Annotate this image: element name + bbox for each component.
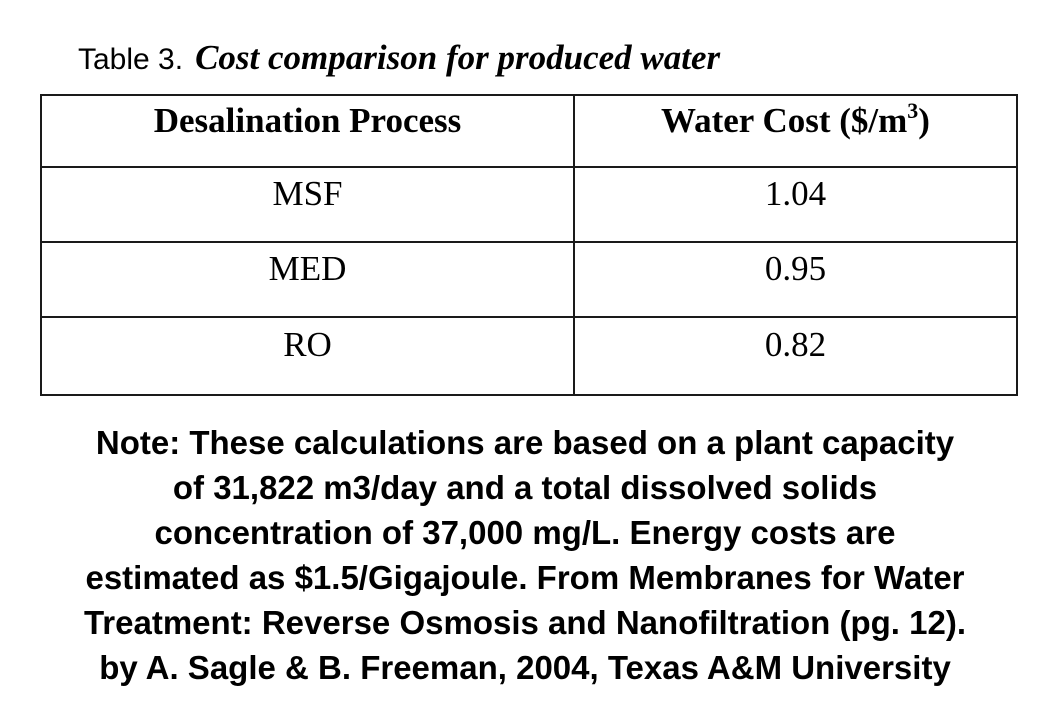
table-row: RO 0.82 (40, 316, 1018, 396)
note-line: Treatment: Reverse Osmosis and Nanofiltr… (83, 604, 967, 641)
note-line: estimated as $1.5/Gigajoule. From Membra… (85, 559, 965, 596)
source-note: Note: These calculations are based on a … (20, 420, 1030, 690)
header-desalination-process: Desalination Process (40, 94, 575, 168)
process-cell: RO (40, 316, 575, 396)
header-water-cost-prefix: Water Cost ($/m (661, 101, 908, 140)
table-number-label: Table 3. (78, 43, 184, 76)
cost-cell: 0.95 (573, 241, 1018, 318)
note-line: concentration of 37,000 mg/L. Energy cos… (154, 514, 896, 551)
table-caption: Table 3. Cost comparison for produced wat… (78, 34, 720, 89)
cost-cell: 0.82 (573, 316, 1018, 396)
header-water-cost-suffix: ) (918, 101, 930, 140)
table-header-row: Desalination Process Water Cost ($/m3) (40, 94, 1018, 168)
note-line: Note: These calculations are based on a … (95, 424, 955, 461)
table-row: MSF 1.04 (40, 166, 1018, 243)
header-water-cost-exponent: 3 (907, 98, 919, 123)
process-cell: MSF (40, 166, 575, 243)
process-cell: MED (40, 241, 575, 318)
note-line: of 31,822 m3/day and a total dissolved s… (172, 469, 878, 506)
table-title: Cost comparison for produced water (195, 38, 721, 77)
header-water-cost: Water Cost ($/m3) (573, 94, 1018, 168)
cost-cell: 1.04 (573, 166, 1018, 243)
table-row: MED 0.95 (40, 241, 1018, 318)
cost-comparison-table: Desalination Process Water Cost ($/m3) M… (40, 94, 1018, 396)
note-line: by A. Sagle & B. Freeman, 2004, Texas A&… (99, 649, 951, 686)
